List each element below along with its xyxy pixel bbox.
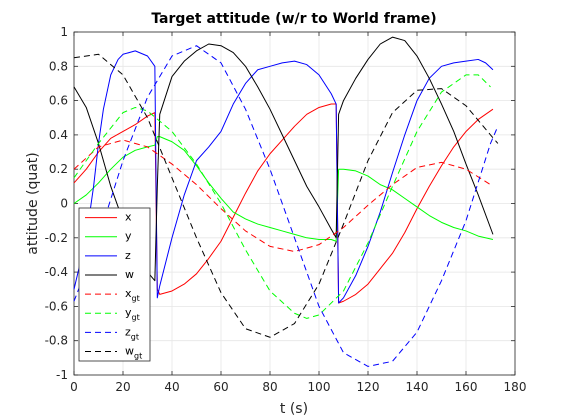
x-tick-label: 160 [455, 380, 478, 394]
series-line-y [73, 136, 494, 242]
y-tick-label: 0.2 [49, 162, 68, 176]
series-line-z [73, 50, 494, 304]
legend-label: w [125, 268, 134, 281]
series-line-w-gt [73, 53, 499, 338]
y-tick-label: -0.6 [45, 299, 68, 313]
y-tick-label: -0.4 [45, 265, 68, 279]
legend-label: y [125, 230, 132, 243]
x-tick-label: 60 [213, 380, 228, 394]
x-tick-label: 20 [115, 380, 130, 394]
legend-label-main: w [125, 344, 134, 357]
y-tick-label: 1 [60, 25, 68, 39]
legend-label: z [125, 249, 131, 262]
x-tick-label: 100 [308, 380, 331, 394]
series-line-y-gt [73, 74, 491, 319]
series-line-z-gt [73, 45, 499, 367]
x-tick-label: 140 [406, 380, 429, 394]
legend-label-main: y [125, 306, 132, 319]
y-tick-label: 0.6 [49, 94, 68, 108]
legend-label-main: x [125, 287, 132, 300]
series-line-x-gt [73, 139, 491, 253]
legend-label-sub: gt [131, 332, 139, 341]
x-axis-label: t (s) [280, 401, 308, 417]
legend-label-main: z [125, 325, 131, 338]
legend-label-sub: gt [132, 294, 140, 303]
legend-label-main: w [125, 268, 134, 281]
legend-label-main: x [125, 211, 132, 224]
legend-label-main: z [125, 249, 131, 262]
y-tick-label: 0 [60, 197, 68, 211]
legend-label-sub: gt [132, 313, 140, 322]
legend-label: ygt [125, 306, 140, 322]
x-tick-label: 40 [164, 380, 179, 394]
y-axis-label: attitude (quat) [25, 152, 41, 255]
tick-labels: 0 20 40 60 80 100 120 140 160 180 -1 -0.8 -0.6 -0.4 -0… [45, 25, 527, 394]
x-tick-label: 80 [262, 380, 277, 394]
legend-label: x [125, 211, 132, 224]
y-tick-label: -1 [56, 368, 68, 382]
legend-label-sub: gt [134, 351, 142, 360]
y-tick-label: 0.4 [49, 128, 68, 142]
legend-label: wgt [125, 344, 142, 360]
chart-title: Target attitude (w/r to World frame) [151, 11, 436, 27]
y-tick-label: -0.2 [45, 231, 68, 245]
x-tick-label: 120 [357, 380, 380, 394]
x-tick-label: 0 [70, 380, 78, 394]
y-tick-label: 0.8 [49, 59, 68, 73]
legend-label: xgt [125, 287, 140, 303]
y-tick-label: -0.8 [45, 334, 68, 348]
legend-label-main: y [125, 230, 132, 243]
legend-label: zgt [125, 325, 139, 341]
legend-box [78, 207, 151, 362]
x-tick-label: 180 [504, 380, 527, 394]
ticks [73, 31, 516, 376]
